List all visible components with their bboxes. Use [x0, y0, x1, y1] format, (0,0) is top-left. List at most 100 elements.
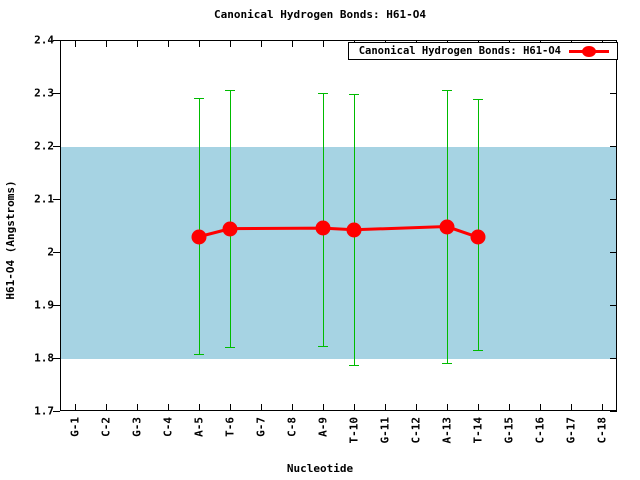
- data-point-marker[interactable]: [439, 219, 455, 235]
- x-tick-top: [75, 40, 77, 47]
- y-tick: [53, 40, 60, 41]
- x-tick-label: C-18: [595, 417, 609, 444]
- y-tick: [53, 358, 60, 359]
- x-tick: [137, 404, 139, 411]
- error-bar-cap-top: [441, 90, 452, 92]
- x-tick-label: G-11: [378, 417, 392, 444]
- y-tick: [53, 199, 60, 200]
- x-tick-label: C-2: [99, 417, 113, 437]
- series-line: [198, 225, 479, 239]
- x-tick-top: [323, 40, 325, 47]
- x-tick: [199, 404, 201, 411]
- y-tick-right: [610, 411, 617, 412]
- data-point-marker[interactable]: [222, 221, 238, 237]
- error-bar-cap-bottom: [225, 347, 236, 349]
- x-tick-label: T-14: [471, 417, 485, 444]
- series-layer: [60, 40, 617, 411]
- x-tick-label: C-4: [161, 417, 175, 437]
- x-tick: [353, 404, 355, 411]
- x-tick-top: [199, 40, 201, 47]
- y-tick-label: 1.7: [34, 404, 54, 418]
- error-bar: [323, 93, 325, 347]
- y-tick-label: 2.4: [34, 33, 54, 47]
- error-bar-cap-bottom: [441, 363, 452, 365]
- data-point-marker[interactable]: [470, 229, 486, 245]
- error-bar-cap-top: [194, 98, 205, 100]
- data-point-marker[interactable]: [191, 229, 207, 245]
- plot-area: [60, 40, 617, 411]
- x-tick-top: [137, 40, 139, 47]
- error-bar-cap-top: [318, 93, 329, 94]
- y-tick: [53, 252, 60, 253]
- x-tick-label: C-16: [533, 417, 547, 444]
- error-bar-cap-top: [348, 94, 359, 96]
- data-point-marker[interactable]: [315, 220, 331, 236]
- y-tick-label: 1.9: [34, 298, 54, 312]
- error-bar: [230, 90, 232, 348]
- legend-marker-swatch: [569, 45, 609, 57]
- error-bar-cap-top: [225, 90, 236, 92]
- x-tick-label: T-6: [223, 417, 237, 437]
- y-tick-right: [610, 40, 617, 41]
- x-tick: [323, 404, 325, 411]
- x-tick: [508, 404, 510, 411]
- y-tick-label: 2.1: [34, 192, 54, 206]
- error-bar: [199, 98, 201, 354]
- x-tick: [384, 404, 386, 411]
- legend-dot-icon: [582, 46, 596, 57]
- x-tick-top: [261, 40, 263, 47]
- x-tick: [415, 404, 417, 411]
- x-tick-label: G-7: [254, 417, 268, 437]
- y-tick: [53, 305, 60, 306]
- legend-label: Canonical Hydrogen Bonds: H61-O4: [358, 45, 561, 57]
- error-bar-cap-bottom: [348, 364, 359, 366]
- x-tick-label: T-10: [347, 417, 361, 444]
- y-tick-label: 2.2: [34, 139, 54, 153]
- x-tick: [106, 404, 108, 411]
- error-bar-cap-bottom: [318, 346, 329, 348]
- y-tick: [53, 411, 60, 412]
- error-bar-cap-top: [472, 99, 483, 101]
- y-tick-right: [610, 146, 617, 147]
- x-tick-top: [106, 40, 108, 47]
- error-bar: [477, 99, 479, 350]
- y-tick-label: 2: [47, 245, 54, 259]
- x-tick-label: A-9: [316, 417, 330, 437]
- x-tick-label: G-15: [502, 417, 516, 444]
- x-tick-label: G-1: [68, 417, 82, 437]
- y-tick-right: [610, 199, 617, 200]
- y-tick-right: [610, 305, 617, 306]
- x-tick: [477, 404, 479, 411]
- chart-legend[interactable]: Canonical Hydrogen Bonds: H61-O4: [347, 42, 618, 60]
- x-tick: [539, 404, 541, 411]
- x-tick: [446, 404, 448, 411]
- x-tick-label: A-13: [440, 417, 454, 444]
- x-tick-label: C-12: [409, 417, 423, 444]
- x-tick-label: A-5: [192, 417, 206, 437]
- y-tick: [53, 146, 60, 147]
- x-tick: [570, 404, 572, 411]
- x-tick: [168, 404, 170, 411]
- x-tick-top: [168, 40, 170, 47]
- y-tick-label: 1.8: [34, 351, 54, 365]
- x-tick: [292, 404, 294, 411]
- x-axis-title: Nucleotide: [286, 462, 354, 475]
- error-bar-cap-bottom: [194, 353, 205, 355]
- chart-title: Canonical Hydrogen Bonds: H61-O4: [214, 8, 426, 21]
- y-axis-ticks: [53, 40, 617, 412]
- x-tick-top: [230, 40, 232, 47]
- x-tick: [230, 404, 232, 411]
- x-tick-label: C-8: [285, 417, 299, 437]
- data-point-marker[interactable]: [346, 222, 362, 238]
- x-tick: [601, 404, 603, 411]
- y-tick-right: [610, 358, 617, 359]
- x-tick-label: G-17: [564, 417, 578, 444]
- y-tick: [53, 93, 60, 94]
- x-tick-label: G-3: [130, 417, 144, 437]
- x-tick-top: [292, 40, 294, 47]
- y-tick-right: [610, 252, 617, 253]
- x-tick: [75, 404, 77, 411]
- error-bar-cap-bottom: [472, 349, 483, 351]
- canonical-range-band: [61, 147, 616, 359]
